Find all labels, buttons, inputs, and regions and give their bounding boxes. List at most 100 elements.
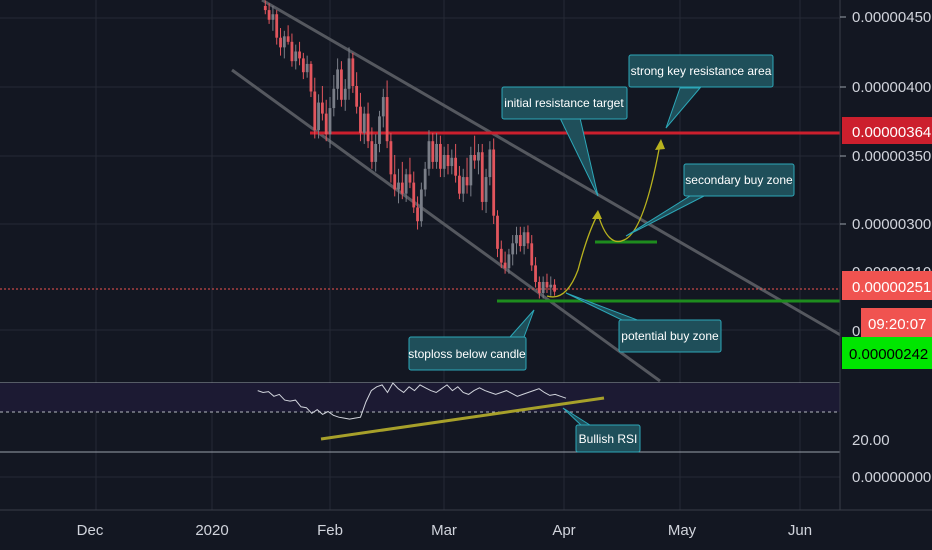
candle-body (492, 149, 496, 216)
candle-body (313, 91, 317, 131)
candle-body (370, 141, 374, 162)
projection-arrowhead-1 (592, 210, 602, 219)
candle-body (279, 37, 282, 48)
candle-body (549, 284, 553, 288)
candle-body (362, 113, 366, 133)
price-tag-resistance[interactable]: 0.00000364 (842, 117, 932, 144)
main-price-pane[interactable]: strong key resistance area initial resis… (0, 0, 932, 390)
candle-body (343, 88, 347, 100)
candle-body (496, 215, 499, 249)
projection-curve-1 (546, 213, 599, 298)
candle-body (477, 152, 480, 161)
candle-body (286, 36, 290, 42)
candle-body (301, 58, 305, 73)
candle-body (526, 232, 530, 244)
candle-body (537, 281, 541, 293)
candle-body (400, 182, 404, 194)
annotation-bullish-rsi[interactable]: Bullish RSI (562, 407, 641, 453)
candle-body (499, 248, 503, 263)
projection-arrowhead-2 (655, 139, 665, 150)
candle-body (389, 141, 393, 175)
candle-body (275, 14, 279, 38)
candle-body (484, 177, 488, 202)
candle-body (530, 243, 534, 266)
candle-body (282, 36, 286, 48)
candle-body (351, 58, 355, 86)
channel-lower-line[interactable] (231, 68, 661, 383)
x-tick-label: Feb (317, 522, 343, 539)
projection-curve-2 (597, 143, 661, 243)
candle-body (267, 10, 271, 20)
candle-body (263, 5, 267, 11)
candle-body (438, 143, 442, 169)
annotation-strong-key-resistance[interactable]: strong key resistance area (628, 54, 774, 129)
candle-body (427, 141, 431, 169)
candle-body (290, 41, 294, 62)
countdown-tag[interactable]: 09:20:07 (861, 308, 932, 337)
candle-body (374, 143, 378, 162)
candle-body (435, 143, 438, 162)
countdown-tag-text: 09:20:07 (868, 316, 926, 333)
price-axis[interactable]: 0.00000450 0.00000400 0.00000350 0.00000… (839, 0, 932, 510)
annotation-potential-buy-zone[interactable]: potential buy zone (565, 292, 722, 353)
candles-group (263, 0, 556, 299)
annotation-initial-resistance-target-text: initial resistance target (504, 96, 624, 110)
candle-body (450, 157, 454, 167)
rsi-trendline[interactable] (320, 396, 605, 441)
price-tag-current-text: 0.00000251 (852, 279, 931, 296)
candle-body (347, 58, 351, 89)
candle-body (294, 51, 298, 62)
rsi-line (257, 382, 567, 420)
candle-body (461, 177, 465, 194)
candle-body (359, 106, 362, 133)
rsi-pane[interactable]: Bullish RSI (0, 382, 840, 453)
annotation-stoploss-text: stoploss below candle (408, 347, 526, 361)
candle-body (385, 97, 389, 142)
annotation-stoploss[interactable]: stoploss below candle (408, 309, 535, 371)
candle-body (271, 14, 275, 20)
annotation-secondary-buy-zone-text: secondary buy zone (685, 173, 793, 187)
annotation-potential-buy-zone-text: potential buy zone (621, 329, 719, 343)
candle-body (408, 174, 412, 183)
candle-body (328, 108, 332, 135)
candle-body (541, 281, 545, 293)
candle-body (454, 157, 458, 176)
candle-body (378, 116, 381, 144)
price-tag-buy-zone[interactable]: 0.00000242 (842, 337, 932, 369)
candle-body (442, 155, 446, 169)
annotation-initial-resistance-target[interactable]: initial resistance target (501, 86, 628, 197)
x-tick-label: Mar (431, 522, 457, 539)
candle-body (423, 168, 427, 190)
candle-body (340, 69, 343, 100)
rsi-upper-band (0, 383, 840, 412)
candle-body (355, 86, 359, 107)
candle-body (458, 175, 461, 194)
x-tick-label: Jun (788, 522, 812, 539)
candle-body (317, 102, 320, 131)
annotation-secondary-buy-zone[interactable]: secondary buy zone (625, 163, 795, 237)
y-tick-label: 0.00000350 (852, 148, 931, 165)
volume-axis-label: 0.00000000 (852, 469, 931, 486)
time-axis[interactable]: Dec 2020 Feb Mar Apr May Jun (0, 509, 932, 539)
price-tag-current[interactable]: 0.00000251 (842, 271, 932, 300)
candle-body (473, 155, 477, 161)
candle-body (404, 174, 408, 194)
candle-body (511, 243, 515, 255)
candle-body (518, 235, 522, 247)
candle-body (397, 182, 400, 190)
candle-body (416, 207, 419, 222)
y-tick-label: 0.00000400 (852, 79, 931, 96)
x-tick-label: 2020 (195, 522, 228, 539)
candle-body (545, 281, 549, 288)
rsi-axis-label: 20.00 (852, 432, 890, 449)
candle-body (336, 69, 340, 89)
price-tag-buy-zone-text: 0.00000242 (849, 346, 928, 363)
candle-body (412, 182, 416, 208)
candle-body (431, 141, 435, 162)
y-tick-label: 0.00000450 (852, 9, 931, 26)
candle-body (381, 97, 385, 117)
candle-body (469, 155, 473, 186)
candle-body (465, 177, 469, 186)
candle-body (522, 232, 526, 247)
